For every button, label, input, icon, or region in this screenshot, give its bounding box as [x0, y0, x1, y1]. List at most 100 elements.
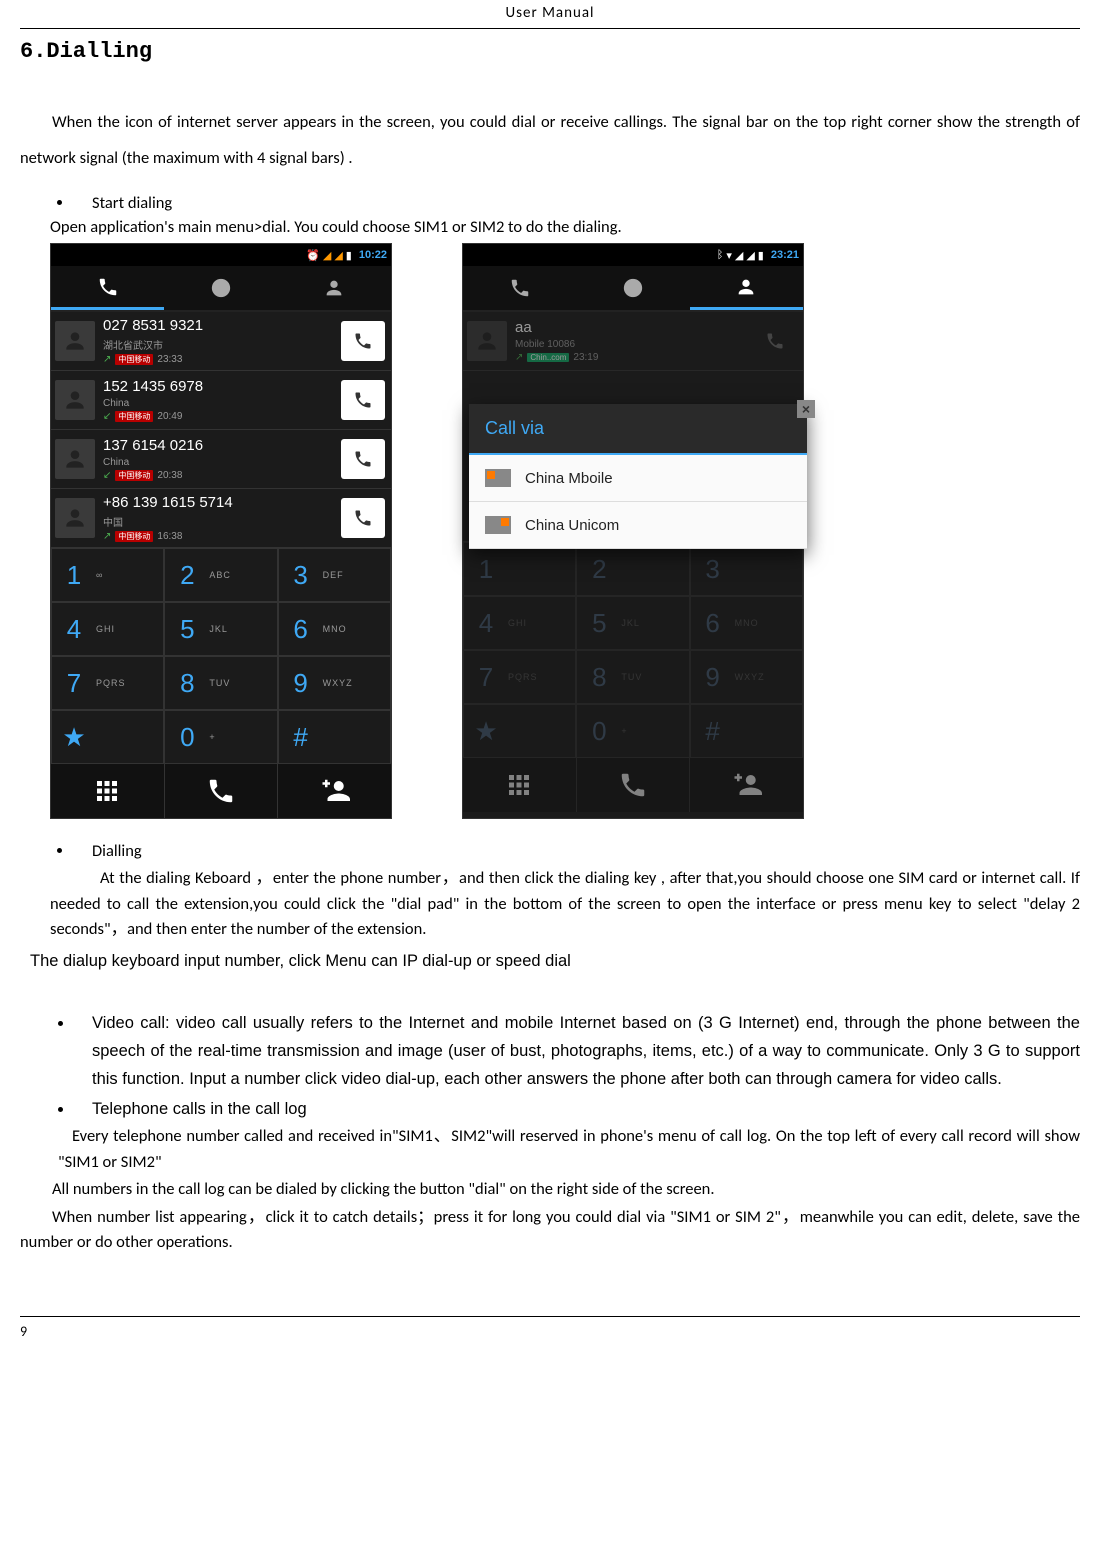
key-hash[interactable]: #: [278, 710, 391, 764]
close-icon[interactable]: ×: [797, 400, 815, 418]
tab-contacts[interactable]: [690, 266, 803, 310]
log-sub: China: [103, 398, 129, 409]
log-number: 152 1435 6978: [103, 379, 335, 396]
key-9[interactable]: 9WXYZ: [690, 650, 803, 704]
battery-icon: ▮: [346, 249, 352, 262]
intro-paragraph: When the icon of internet server appears…: [20, 104, 1080, 177]
key-8[interactable]: 8TUV: [164, 656, 277, 710]
status-bar: ᛒ ▾ ◢ ◢ ▮ 23:21: [463, 244, 803, 266]
call-log-row[interactable]: 027 8531 9321 湖北省武汉市 ↗中国移动23:33: [51, 312, 391, 371]
key-hash[interactable]: #: [690, 704, 803, 758]
key-6[interactable]: 6MNO: [690, 596, 803, 650]
dial-button[interactable]: [341, 439, 385, 479]
page-number: 9: [20, 1316, 1080, 1340]
call-log-row[interactable]: 152 1435 6978 China ↙中国移动20:49: [51, 371, 391, 430]
dialog-title: Call via: [469, 404, 807, 455]
key-star[interactable]: ★: [51, 710, 164, 764]
log-time: 20:49: [157, 411, 182, 422]
key-6[interactable]: 6MNO: [278, 602, 391, 656]
dial-button[interactable]: [341, 321, 385, 361]
video-call-text: video call usually refers to the Interne…: [92, 1014, 1080, 1088]
dial-button[interactable]: [341, 380, 385, 420]
list-item-dialling: Dialling: [74, 839, 1080, 864]
call-log-row[interactable]: aa Mobile 10086 ↗Chin..com23:19: [463, 312, 803, 371]
call-log-p3: When number list appearing，click it to c…: [20, 1205, 1080, 1256]
key-0[interactable]: 0+: [164, 710, 277, 764]
sim-switch-icon: [485, 469, 511, 487]
tab-recent[interactable]: [164, 266, 277, 310]
call-log-p1: Every telephone number called and receiv…: [58, 1124, 1080, 1175]
key-3[interactable]: 3: [690, 542, 803, 596]
dial-keypad: 1 2 3 4GHI 5JKL 6MNO 7PQRS 8TUV 9WXYZ ★ …: [463, 542, 803, 758]
call-direction-icon: ↙: [103, 411, 111, 422]
screenshot-dialer: ⏰ ◢ ◢ ▮ 10:22 027 8531 9321 湖北省武汉市 ↗中国移动…: [50, 243, 392, 819]
call-button[interactable]: [165, 764, 279, 818]
battery-icon: ▮: [758, 249, 764, 262]
dialer-tabs: [51, 266, 391, 312]
call-direction-icon: ↙: [103, 470, 111, 481]
key-2[interactable]: 2: [576, 542, 689, 596]
carrier-badge: 中国移动: [115, 470, 153, 481]
clock-text: 10:22: [359, 249, 387, 261]
tab-recent[interactable]: [576, 266, 689, 310]
page-header: User Manual: [20, 0, 1080, 29]
key-0[interactable]: 0+: [576, 704, 689, 758]
call-log-row[interactable]: 137 6154 0216 China ↙中国移动20:38: [51, 430, 391, 489]
key-star[interactable]: ★: [463, 704, 576, 758]
contact-name: aa: [515, 320, 747, 337]
sim-option-label: China Mboile: [525, 470, 613, 487]
list-item-start-dialing: Start dialing: [74, 191, 1080, 216]
dialer-bottom-bar: [463, 758, 803, 812]
list-item-video-call: Video call: video call usually refers to…: [74, 1009, 1080, 1093]
video-call-title: Video call:: [92, 1014, 176, 1032]
sim-option-1[interactable]: China Mboile: [469, 455, 807, 502]
avatar-icon: [55, 321, 95, 361]
key-3[interactable]: 3DEF: [278, 548, 391, 602]
dial-button[interactable]: [753, 321, 797, 361]
wifi-icon: ▾: [726, 249, 732, 262]
key-9[interactable]: 9WXYZ: [278, 656, 391, 710]
log-sub: China: [103, 457, 129, 468]
section-heading: 6.Dialling: [20, 39, 1080, 64]
dialling-paragraph: At the dialing Keboard ，enter the phone …: [50, 866, 1080, 943]
tab-phone[interactable]: [463, 266, 576, 310]
key-4[interactable]: 4GHI: [463, 596, 576, 650]
sim-option-2[interactable]: China Unicom: [469, 502, 807, 549]
signal-icon: ◢: [323, 249, 331, 262]
clock-text: 23:21: [771, 249, 799, 261]
call-button[interactable]: [577, 758, 691, 812]
key-4[interactable]: 4GHI: [51, 602, 164, 656]
status-bar: ⏰ ◢ ◢ ▮ 10:22: [51, 244, 391, 266]
key-5[interactable]: 5JKL: [164, 602, 277, 656]
carrier-badge: 中国移动: [115, 354, 153, 365]
signal-icon: ◢: [334, 249, 342, 262]
alarm-icon: ⏰: [306, 249, 320, 262]
key-1[interactable]: 1∞: [51, 548, 164, 602]
contact-line: Mobile 10086: [515, 339, 575, 350]
avatar-icon: [467, 321, 507, 361]
key-2[interactable]: 2ABC: [164, 548, 277, 602]
signal-icon: ◢: [746, 249, 754, 262]
log-sub: 中国: [103, 514, 123, 529]
log-time: 16:38: [157, 531, 182, 542]
key-8[interactable]: 8TUV: [576, 650, 689, 704]
log-number: 027 8531 9321: [103, 318, 335, 335]
call-log-row[interactable]: +86 139 1615 5714 中国 ↗中国移动16:38: [51, 489, 391, 548]
tab-phone[interactable]: [51, 266, 164, 310]
call-via-dialog: Call via China Mboile China Unicom: [469, 404, 807, 549]
key-7[interactable]: 7PQRS: [51, 656, 164, 710]
call-direction-icon: ↗: [103, 531, 111, 542]
call-direction-icon: ↗: [103, 354, 111, 365]
key-5[interactable]: 5JKL: [576, 596, 689, 650]
key-7[interactable]: 7PQRS: [463, 650, 576, 704]
signal-icon: ◢: [735, 249, 743, 262]
avatar-icon: [55, 498, 95, 538]
keypad-toggle-icon[interactable]: [463, 758, 577, 812]
add-contact-icon[interactable]: [278, 764, 391, 818]
keypad-toggle-icon[interactable]: [51, 764, 165, 818]
tab-contacts[interactable]: [278, 266, 391, 310]
key-1[interactable]: 1: [463, 542, 576, 596]
call-log: 027 8531 9321 湖北省武汉市 ↗中国移动23:33 152 1435…: [51, 312, 391, 548]
dial-button[interactable]: [341, 498, 385, 538]
add-contact-icon[interactable]: [690, 758, 803, 812]
